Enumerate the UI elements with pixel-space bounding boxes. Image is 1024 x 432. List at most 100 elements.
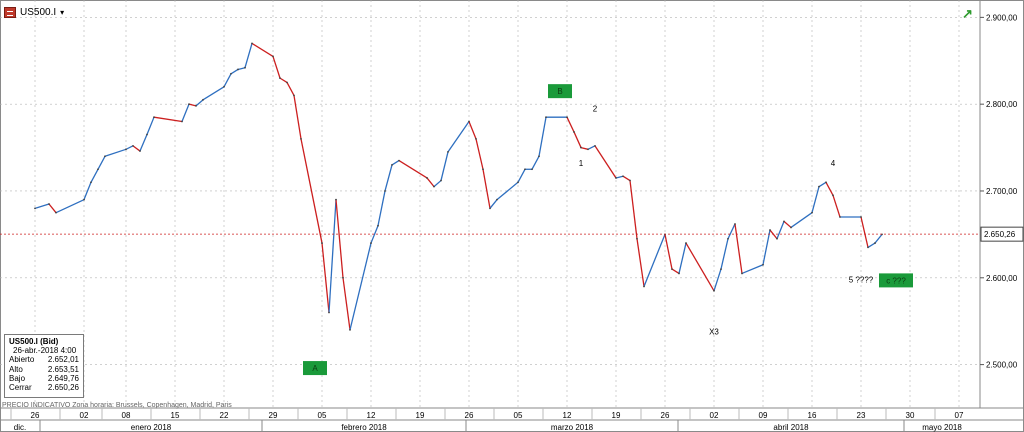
price-segment xyxy=(139,134,148,152)
price-point xyxy=(377,224,379,227)
y-tick-label: 2.800,00 xyxy=(986,100,1018,109)
price-point xyxy=(790,226,792,229)
price-point xyxy=(636,237,638,240)
price-segment xyxy=(433,180,442,188)
price-segment xyxy=(496,181,519,201)
price-point xyxy=(139,150,141,152)
x-tick-label: 16 xyxy=(808,411,817,420)
price-segment xyxy=(475,138,484,170)
price-segment xyxy=(573,131,582,148)
info-row-low: Bajo 2.649,76 xyxy=(9,374,79,383)
price-segment xyxy=(146,116,155,135)
price-point xyxy=(384,190,386,192)
price-segment xyxy=(370,225,379,244)
source-note: PRECIO INDICATIVO Zona horaria: Brussels… xyxy=(2,402,232,409)
price-point xyxy=(839,216,841,218)
price-segment xyxy=(195,99,204,107)
price-point xyxy=(125,148,127,151)
price-segment xyxy=(286,82,295,96)
price-segment xyxy=(447,121,470,153)
price-point xyxy=(818,185,820,188)
price-point xyxy=(342,276,344,279)
price-point xyxy=(734,223,736,225)
x-tick-label: 19 xyxy=(416,411,425,420)
price-segment xyxy=(83,182,92,200)
x-tick-label: 05 xyxy=(514,411,523,420)
price-segment xyxy=(300,138,323,244)
price-point xyxy=(769,229,771,231)
price-segment xyxy=(832,195,841,218)
price-point xyxy=(587,148,589,151)
price-segment xyxy=(531,155,540,170)
price-point xyxy=(580,146,582,149)
price-point xyxy=(188,103,190,106)
x-tick-label: 08 xyxy=(122,411,131,420)
price-segment xyxy=(244,43,253,68)
price-point xyxy=(867,246,869,249)
month-label: marzo 2018 xyxy=(551,423,594,432)
price-point xyxy=(615,177,617,179)
price-segment xyxy=(398,160,428,179)
trend-up-icon[interactable]: ↗ xyxy=(962,6,973,21)
info-datetime: 26-abr.-2018 4:00 xyxy=(13,346,77,356)
price-point xyxy=(153,116,155,119)
x-tick-label: 30 xyxy=(906,411,915,420)
month-label: enero 2018 xyxy=(131,423,172,432)
price-point xyxy=(335,198,337,201)
price-point xyxy=(811,211,813,214)
price-segment xyxy=(272,56,281,79)
price-point xyxy=(594,144,596,147)
price-segment xyxy=(713,268,722,292)
price-point xyxy=(874,242,876,244)
price-point xyxy=(230,72,232,75)
symbol-label: US500.I xyxy=(20,6,57,18)
wave-count-label: 1 xyxy=(579,159,584,168)
wave-marker-label: c ??? xyxy=(886,276,906,285)
price-segment xyxy=(874,233,883,244)
price-segment xyxy=(643,234,666,287)
wave-marker-label: A xyxy=(312,364,318,373)
price-segment xyxy=(734,223,743,274)
symbol-header[interactable]: US500.I ▾ xyxy=(4,5,64,19)
price-segment xyxy=(335,199,344,278)
price-segment xyxy=(790,212,813,228)
price-point xyxy=(90,181,92,184)
price-point xyxy=(202,98,204,101)
price-segment xyxy=(587,145,596,150)
price-segment xyxy=(104,148,127,157)
price-point xyxy=(349,328,351,331)
info-row-close: Cerrar 2.650,26 xyxy=(9,383,79,392)
price-point xyxy=(762,263,764,266)
x-tick-label: 09 xyxy=(759,411,768,420)
price-point xyxy=(643,285,645,288)
wave-marker-box xyxy=(879,273,913,288)
wave-marker-box xyxy=(548,84,572,99)
price-point xyxy=(545,116,547,119)
price-segment xyxy=(867,242,876,248)
price-point xyxy=(447,151,449,153)
wave-count-label: 2 xyxy=(593,105,598,114)
y-tick-label: 2.900,00 xyxy=(986,13,1018,22)
price-point xyxy=(48,203,50,205)
price-segment xyxy=(97,155,106,170)
symbol-dropdown-chevron-icon[interactable]: ▾ xyxy=(60,7,65,17)
info-value: 2.652,01 xyxy=(47,355,79,365)
price-point xyxy=(433,185,435,188)
price-point xyxy=(517,181,519,184)
price-segment xyxy=(776,221,785,239)
price-point xyxy=(104,155,106,158)
price-point xyxy=(475,137,477,140)
info-row-high: Alto 2.653,51 xyxy=(9,365,79,374)
price-segment xyxy=(517,168,526,183)
price-segment xyxy=(720,238,729,270)
price-point xyxy=(132,144,134,147)
price-segment xyxy=(594,145,617,179)
x-tick-label: 12 xyxy=(367,411,376,420)
price-segment xyxy=(783,220,792,228)
last-price-tag xyxy=(980,226,1024,242)
price-point xyxy=(538,155,540,158)
price-point xyxy=(440,179,442,182)
price-segment xyxy=(34,203,50,209)
price-point xyxy=(860,216,862,218)
